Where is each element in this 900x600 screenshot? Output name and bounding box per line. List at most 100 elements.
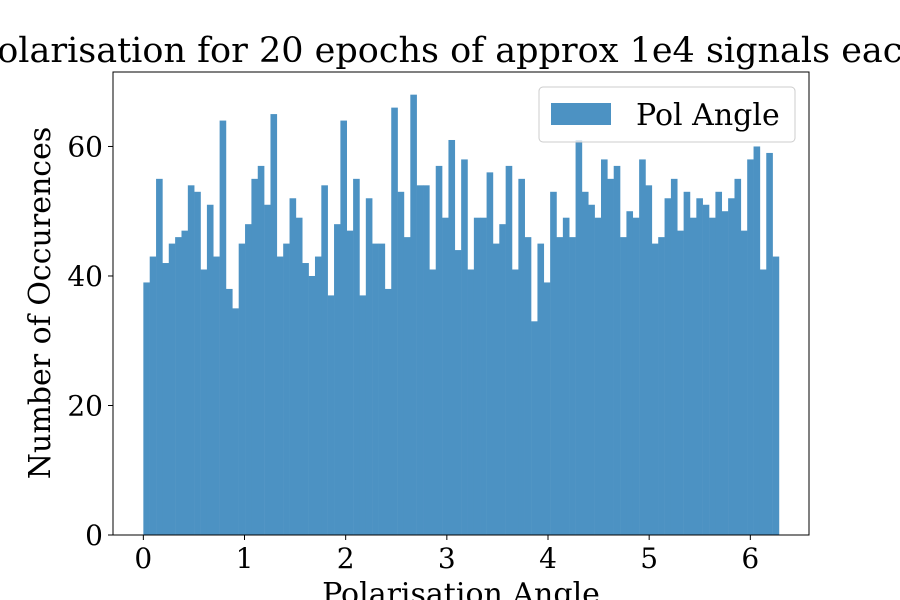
histogram-bar	[295, 217, 303, 535]
histogram-bar	[378, 243, 386, 535]
histogram-bar	[397, 191, 405, 536]
histogram-bar	[372, 243, 379, 535]
histogram-bar	[416, 185, 424, 535]
histogram-bar	[213, 256, 220, 535]
histogram-bar	[512, 269, 519, 535]
histogram-bar	[442, 217, 449, 535]
histogram-bar	[550, 191, 557, 536]
bars-group	[143, 94, 780, 536]
histogram-bar	[626, 211, 634, 535]
histogram-bar	[581, 191, 589, 536]
histogram-bar	[448, 139, 456, 536]
histogram-bar	[435, 165, 443, 535]
histogram-bar	[480, 217, 487, 535]
histogram-bar	[251, 178, 259, 535]
histogram-bar	[359, 295, 367, 535]
histogram-bar	[168, 243, 176, 535]
histogram-bar	[728, 198, 735, 535]
histogram-bar	[346, 230, 354, 535]
histogram-bar	[747, 159, 754, 536]
histogram-bar	[308, 275, 316, 535]
histogram-bar	[187, 185, 195, 535]
histogram-bar	[632, 217, 640, 535]
histogram-bar	[245, 224, 252, 536]
histogram-bar	[709, 217, 716, 535]
x-axis-label: Polarisation Angle	[322, 577, 600, 600]
plot-frame	[112, 71, 810, 536]
histogram-bar	[321, 185, 328, 535]
histogram-bar	[410, 94, 417, 535]
x-tick-label: 3	[438, 542, 456, 575]
x-tick-label: 4	[539, 542, 557, 575]
histogram-bar	[181, 230, 189, 535]
histogram-bar	[162, 263, 170, 535]
histogram-bar	[219, 120, 227, 535]
histogram-bar	[365, 198, 373, 535]
histogram-bar	[200, 269, 208, 535]
histogram-bar	[696, 198, 703, 535]
histogram-bar	[143, 282, 150, 535]
y-tick-label: 60	[67, 130, 103, 163]
histogram-bar	[594, 217, 602, 535]
histogram-bar	[721, 211, 729, 535]
histogram-bar	[486, 172, 494, 535]
histogram-bar	[334, 224, 341, 536]
histogram-bar	[524, 237, 532, 535]
histogram-bar	[289, 198, 297, 535]
histogram-bar	[658, 237, 665, 535]
histogram-bar	[276, 256, 284, 535]
histogram-bar	[194, 191, 201, 536]
histogram-bar	[689, 217, 697, 535]
y-tick-label: 0	[85, 519, 103, 552]
x-tick-label: 0	[134, 542, 152, 575]
y-tick-label: 20	[67, 389, 103, 422]
chart-title: Polarisation for 20 epochs of approx 1e4…	[0, 31, 900, 71]
histogram-bar	[664, 198, 672, 535]
histogram-bar	[454, 250, 462, 535]
histogram-bar	[575, 139, 583, 536]
histogram-bar	[232, 308, 239, 535]
histogram-bar	[505, 165, 513, 535]
histogram-bar	[702, 204, 710, 535]
histogram-bar	[461, 159, 468, 536]
histogram-bar	[607, 178, 614, 535]
histogram-bar	[314, 256, 322, 535]
histogram-bar	[499, 224, 506, 536]
histogram-bar	[467, 269, 475, 535]
histogram-bar	[492, 243, 500, 535]
histogram-bar	[340, 120, 347, 535]
histogram-bar	[601, 159, 608, 536]
histogram-bar	[302, 263, 309, 535]
x-tick-label: 2	[337, 542, 355, 575]
histogram-bar	[257, 165, 265, 535]
histogram-bar	[683, 191, 691, 536]
x-tick-label: 1	[236, 542, 254, 575]
histogram-bar	[588, 204, 595, 535]
histogram-bar	[740, 230, 748, 535]
legend-swatch	[551, 103, 611, 125]
legend-frame	[538, 86, 796, 143]
histogram-bar	[651, 243, 659, 535]
y-axis-label: Number of Occurences	[23, 127, 58, 479]
histogram-bar	[556, 237, 564, 535]
histogram-bar	[391, 107, 398, 536]
histogram-bar	[264, 204, 271, 535]
histogram-bar	[670, 178, 678, 535]
histogram-bar	[238, 243, 246, 535]
histogram-bar	[613, 165, 621, 535]
histogram-bar	[531, 321, 538, 535]
histogram-bar	[569, 237, 576, 535]
histogram-bar	[384, 288, 392, 535]
histogram-bar	[327, 295, 335, 535]
histogram-bar	[645, 185, 653, 535]
histogram-bar	[620, 237, 627, 535]
histogram-bar	[518, 178, 525, 535]
histogram-bar	[225, 288, 233, 535]
y-tick-label: 40	[67, 260, 103, 293]
histogram-bar	[156, 178, 163, 535]
histogram-bar	[283, 243, 290, 535]
histogram-bar	[270, 114, 278, 535]
histogram-bar	[206, 204, 214, 535]
